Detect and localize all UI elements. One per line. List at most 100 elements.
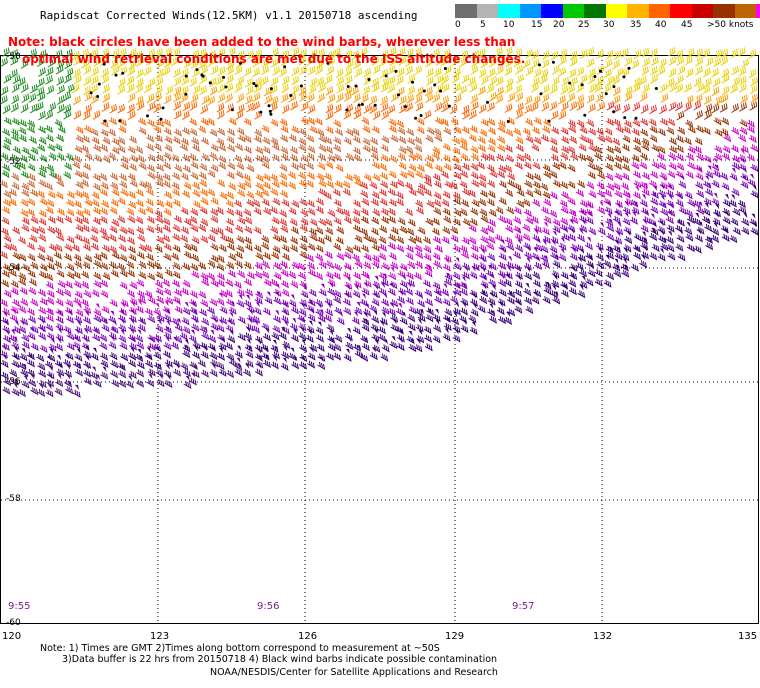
wind-barb bbox=[117, 215, 126, 224]
wind-barb bbox=[477, 136, 486, 145]
wind-barb bbox=[188, 153, 197, 162]
wind-barb bbox=[639, 92, 648, 102]
quality-flag-marker bbox=[443, 67, 447, 70]
wind-barb bbox=[252, 67, 260, 78]
wind-barb bbox=[117, 234, 126, 243]
wind-barb bbox=[381, 110, 389, 120]
wind-barb bbox=[135, 305, 144, 314]
wind-barb bbox=[723, 134, 732, 143]
wind-barb bbox=[245, 350, 254, 359]
wind-barb bbox=[560, 217, 569, 226]
wind-barb-flag bbox=[383, 339, 388, 345]
wind-barb bbox=[172, 136, 181, 145]
wind-barb bbox=[261, 260, 270, 269]
wind-barb bbox=[236, 50, 245, 60]
wind-barb bbox=[173, 76, 182, 87]
wind-barb-flag bbox=[229, 330, 234, 336]
wind-barb bbox=[395, 75, 404, 86]
wind-barb-flag bbox=[229, 312, 234, 318]
wind-barb bbox=[685, 209, 694, 218]
quality-flag-marker bbox=[146, 114, 149, 118]
quality-flag-marker bbox=[583, 113, 587, 117]
wind-barb bbox=[173, 128, 182, 137]
wind-barb bbox=[30, 216, 39, 225]
wind-barb bbox=[352, 244, 361, 253]
wind-barb bbox=[442, 333, 451, 342]
wind-barb bbox=[74, 190, 83, 199]
wind-barb-flag bbox=[427, 309, 432, 315]
wind-barb bbox=[154, 85, 163, 95]
wind-barb-flag bbox=[587, 211, 592, 217]
wind-barb bbox=[83, 290, 92, 299]
wind-barb bbox=[170, 341, 179, 350]
wind-barb bbox=[226, 103, 234, 113]
wind-barb bbox=[90, 128, 99, 137]
wind-barb bbox=[270, 226, 279, 235]
wind-barb-flag bbox=[158, 374, 163, 380]
wind-barb bbox=[45, 360, 54, 369]
wind-barb bbox=[307, 145, 316, 154]
wind-barb bbox=[11, 172, 20, 181]
wind-barb bbox=[252, 101, 260, 111]
wind-barb bbox=[345, 245, 354, 254]
wind-barb bbox=[318, 144, 327, 153]
wind-barb bbox=[48, 152, 57, 161]
wind-barb bbox=[497, 170, 506, 179]
wind-barb bbox=[191, 253, 200, 262]
wind-barb bbox=[738, 154, 747, 163]
wind-barb bbox=[63, 74, 72, 84]
wind-barb-flag bbox=[543, 222, 548, 228]
wind-barb bbox=[514, 48, 523, 58]
wind-barb bbox=[21, 341, 30, 350]
wind-barb bbox=[21, 146, 30, 155]
wind-barb bbox=[45, 206, 54, 215]
wind-barb bbox=[261, 322, 270, 331]
wind-barb bbox=[450, 296, 459, 305]
wind-barb bbox=[119, 254, 128, 263]
wind-barb bbox=[47, 143, 56, 152]
wind-barb bbox=[288, 93, 297, 103]
wind-barb bbox=[280, 362, 289, 371]
wind-barb-flag bbox=[560, 248, 565, 254]
wind-barb bbox=[26, 208, 35, 217]
wind-barb bbox=[182, 279, 191, 288]
wind-barb-flag bbox=[614, 258, 619, 264]
wind-barb bbox=[261, 58, 270, 68]
wind-barb bbox=[280, 146, 289, 155]
wind-barb bbox=[129, 281, 138, 290]
wind-barb bbox=[143, 66, 152, 76]
wind-barb bbox=[171, 279, 180, 288]
wind-barb bbox=[659, 58, 667, 68]
wind-barb bbox=[84, 152, 93, 161]
wind-barb bbox=[100, 262, 109, 271]
wind-barb bbox=[107, 128, 116, 137]
wind-barb-flag bbox=[554, 255, 559, 261]
wind-barb bbox=[189, 244, 198, 253]
wind-barb bbox=[470, 308, 479, 317]
wind-barb-flag bbox=[579, 229, 584, 235]
legend-label: 0 bbox=[455, 20, 461, 30]
wind-barb bbox=[516, 199, 525, 208]
wind-barb bbox=[315, 244, 324, 253]
wind-barb-flag bbox=[668, 184, 673, 190]
wind-barb bbox=[605, 172, 614, 181]
wind-barb bbox=[137, 234, 146, 243]
wind-barb bbox=[450, 117, 459, 126]
wind-speed-legend bbox=[455, 4, 760, 18]
wind-barb bbox=[307, 261, 316, 270]
wind-barb bbox=[246, 271, 255, 280]
wind-barb bbox=[171, 181, 180, 190]
wind-barb bbox=[27, 153, 36, 162]
wind-barb bbox=[309, 77, 318, 87]
wind-barb-flag bbox=[587, 203, 592, 209]
wind-barb bbox=[228, 359, 237, 368]
wind-barb bbox=[443, 322, 452, 331]
quality-flag-marker bbox=[159, 117, 163, 121]
wind-barb bbox=[722, 199, 731, 208]
wind-barb bbox=[606, 182, 615, 191]
wind-barb bbox=[261, 188, 270, 197]
wind-barb bbox=[298, 308, 307, 317]
wind-barb-flag bbox=[686, 222, 691, 228]
wind-barb bbox=[505, 154, 514, 163]
wind-barb bbox=[99, 188, 108, 197]
